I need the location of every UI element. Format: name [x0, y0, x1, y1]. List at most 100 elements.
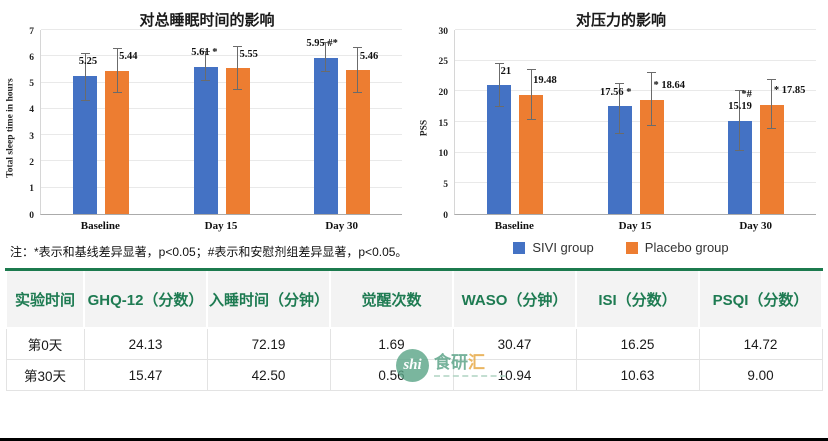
gridline — [41, 29, 402, 30]
bar-placebo-group — [345, 70, 370, 214]
error-bar-cap — [494, 62, 504, 64]
chart-stress-pss: 对压力的影响 PSS 0 5 10 15 20 25 30 21 19.48 17.56 * * … — [414, 4, 828, 240]
cell: 9.00 — [698, 359, 823, 391]
bottom-edge-bar — [0, 438, 828, 441]
table-row-day0: 第0天 24.13 72.19 1.69 30.47 16.25 14.72 — [5, 327, 823, 360]
cell: 1.69 — [329, 327, 454, 360]
gridline — [41, 107, 402, 109]
error-bar — [498, 63, 500, 107]
error-bar — [116, 49, 118, 94]
error-bar — [325, 43, 327, 73]
chart-body: PSS 0 5 10 15 20 25 30 21 19.48 17.56 * * 18.64 *#… — [419, 27, 816, 232]
sivi-color-swatch — [513, 241, 526, 254]
error-bar-cap — [767, 79, 777, 81]
y-axis-ticks: 0 5 10 15 20 25 30 — [422, 27, 449, 221]
col-header-sleep-latency: 入睡时间（分钟） — [206, 271, 331, 329]
bar-placebo-group — [105, 71, 130, 214]
cell: 第0天 — [5, 327, 85, 360]
error-bar — [205, 52, 206, 82]
watermark-text: 食研汇 — [434, 352, 506, 373]
error-bar — [357, 48, 359, 94]
col-header-isi: ISI（分数） — [575, 271, 700, 329]
gridline — [41, 160, 402, 162]
y-tick-label: 1 — [29, 184, 34, 195]
results-table-wrap: 实验时间 GHQ-12（分数） 入睡时间（分钟） 觉醒次数 WASO（分钟） I… — [5, 268, 823, 391]
bar-value-label: 5.61 * — [191, 46, 218, 58]
y-tick-label: 25 — [438, 57, 449, 68]
error-bar-cap — [201, 51, 210, 53]
watermark-logo: shi 食研汇 — [396, 349, 506, 382]
bar-value-label: 21 — [500, 65, 512, 77]
error-bar-cap — [615, 82, 624, 84]
y-tick-label: 2 — [29, 157, 34, 168]
chart-title: 对总睡眠时间的影响 — [139, 12, 275, 29]
category-label: Baseline — [494, 220, 534, 232]
watermark-text-accent: 汇 — [468, 352, 485, 372]
gridline — [41, 55, 402, 57]
plot-area: 5.25 5.44 5.61 * 5.55 5.95 #* 5.46 — [40, 29, 402, 215]
error-bar-cap — [112, 92, 122, 94]
gridline — [455, 121, 816, 122]
watermark-right: 食研汇 — [434, 352, 506, 378]
error-bar-cap — [526, 118, 536, 120]
cell: 30.47 — [452, 327, 577, 360]
cell: 10.94 — [452, 359, 577, 391]
gridline — [455, 151, 816, 153]
bar-value-label: 19.48 — [533, 74, 557, 86]
error-bar-cap — [80, 52, 90, 54]
cell: 72.19 — [206, 327, 331, 360]
bar-sivi-group — [193, 66, 218, 214]
chart-legend: SIVI group Placebo group — [414, 240, 828, 255]
error-bar — [237, 46, 238, 91]
bar-value-label: 5.46 — [359, 50, 379, 62]
gridline — [41, 186, 402, 188]
gridline — [455, 59, 816, 61]
y-tick-label: 5 — [29, 79, 34, 90]
error-bar-cap — [80, 99, 90, 101]
error-bar-cap — [353, 47, 363, 49]
error-bar-cap — [201, 80, 210, 82]
error-bar — [739, 91, 741, 152]
y-tick-label: 6 — [29, 52, 34, 63]
bar-value-label: 5.44 — [119, 51, 138, 63]
bar-value-label: *# 15.19 — [728, 88, 752, 113]
y-tick-label: 15 — [438, 118, 449, 129]
bar-value-label: 5.95 #* — [306, 38, 338, 50]
legend-item-placebo: Placebo group — [625, 240, 729, 255]
gridline — [41, 81, 402, 83]
gridline — [455, 29, 816, 30]
table-header-row: 实验时间 GHQ-12（分数） 入睡时间（分钟） 觉醒次数 WASO（分钟） I… — [5, 271, 823, 329]
significance-note: 注：*表示和基线差异显著，p<0.05；#表示和安慰剂组差异显著，p<0.05。 — [10, 245, 408, 259]
error-bar — [530, 69, 532, 120]
error-bar-cap — [526, 68, 536, 70]
error-bar-cap — [615, 132, 624, 134]
error-bar-cap — [767, 128, 777, 130]
error-bar-cap — [321, 42, 331, 44]
error-bar — [651, 72, 652, 127]
y-tick-label: 0 — [29, 210, 34, 221]
watermark-monogram-icon: shi — [396, 349, 429, 382]
category-label: Day 15 — [204, 220, 238, 232]
cell: 0.56 — [329, 359, 454, 391]
error-bar-cap — [494, 105, 504, 107]
error-bar-cap — [735, 150, 745, 152]
error-bar-cap — [647, 71, 656, 73]
error-bar-cap — [647, 125, 656, 127]
category-label: Day 30 — [325, 220, 359, 232]
y-axis-ticks: 0 1 2 3 4 5 6 7 — [8, 27, 34, 221]
col-header-time: 实验时间 — [5, 271, 85, 329]
y-tick-label: 10 — [438, 149, 449, 160]
bar-sivi-group — [313, 57, 338, 214]
x-axis-labels: Baseline Day 15 Day 30 — [40, 215, 402, 232]
cell: 16.25 — [575, 327, 700, 360]
placebo-color-swatch — [625, 241, 638, 254]
col-header-waso: WASO（分钟） — [452, 271, 577, 329]
cell: 24.13 — [83, 327, 208, 360]
cell: 15.47 — [83, 359, 208, 391]
plot-area: 21 19.48 17.56 * * 18.64 *# 15.19 * 17.85 — [454, 29, 816, 215]
error-bar-cap — [321, 71, 331, 73]
bar-value-label: * 17.85 — [773, 84, 806, 96]
category-label: Baseline — [80, 220, 120, 232]
y-tick-label: 3 — [29, 131, 34, 142]
